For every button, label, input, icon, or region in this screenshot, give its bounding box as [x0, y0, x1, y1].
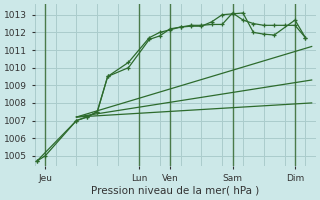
X-axis label: Pression niveau de la mer( hPa ): Pression niveau de la mer( hPa ) [91, 186, 260, 196]
